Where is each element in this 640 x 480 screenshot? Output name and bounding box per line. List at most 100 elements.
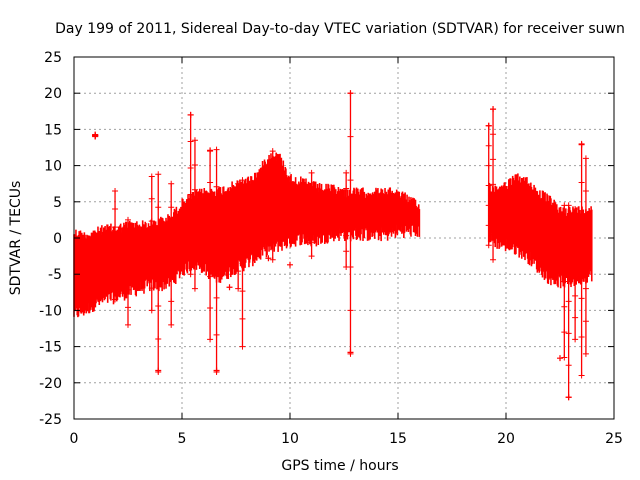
data-marker <box>148 307 155 314</box>
x-tick-label: 20 <box>497 431 515 447</box>
data-marker <box>239 204 246 211</box>
data-marker <box>213 331 220 338</box>
y-tick-label: 0 <box>53 231 62 247</box>
data-marker <box>578 179 585 186</box>
data-marker <box>343 201 350 208</box>
y-tick-label: -10 <box>39 303 62 319</box>
y-tick-label: 25 <box>44 50 62 66</box>
data-marker <box>485 162 492 169</box>
data-marker <box>578 141 585 148</box>
data-marker <box>343 232 350 239</box>
data-marker <box>148 262 155 269</box>
data-marker <box>207 273 214 280</box>
data-marker <box>125 286 131 293</box>
data-marker <box>578 256 585 263</box>
data-marker <box>155 303 162 310</box>
ticks: 0 5 10 15 20 25 -25 -20 -15 -10 -5 0 5 10 15 20 25 <box>39 50 623 447</box>
data-marker <box>485 222 492 229</box>
data-marker <box>269 220 276 227</box>
data-marker <box>561 329 568 336</box>
data-marker <box>565 362 572 369</box>
data-marker <box>490 256 497 263</box>
data-marker <box>239 343 246 350</box>
data-marker <box>148 195 155 202</box>
data-marker <box>148 285 155 292</box>
data-marker <box>578 295 585 302</box>
data-marker <box>347 307 354 314</box>
data-marker <box>235 198 242 205</box>
data-marker <box>490 181 497 188</box>
chart-title: Day 199 of 2011, Sidereal Day-to-day VTE… <box>55 21 625 37</box>
data-marker <box>207 147 214 154</box>
data-marker <box>485 242 492 249</box>
data-marker <box>239 260 246 267</box>
data-marker <box>347 263 354 270</box>
data-marker <box>582 187 589 194</box>
data-marker <box>269 148 276 155</box>
data-marker <box>239 288 246 295</box>
data-marker <box>155 335 162 342</box>
data-marker <box>269 202 276 209</box>
data-marker <box>235 180 242 187</box>
data-marker <box>191 236 198 243</box>
x-tick-label: 0 <box>70 431 79 447</box>
data-marker <box>213 367 220 374</box>
y-tick-label: -20 <box>39 376 62 392</box>
data-marker <box>148 218 155 225</box>
y-axis-label: SDTVAR / TECUs <box>8 181 24 296</box>
data-marker <box>207 336 214 343</box>
data-marker <box>92 132 99 139</box>
data-marker <box>213 257 220 264</box>
x-tick-label: 10 <box>281 431 299 447</box>
data-marker <box>125 321 131 328</box>
data-marker <box>112 296 119 303</box>
data-marker <box>561 354 568 361</box>
data-marker <box>565 394 572 401</box>
data-marker <box>572 227 579 234</box>
data-marker <box>207 179 214 186</box>
data-marker <box>239 315 246 322</box>
data-marker <box>490 131 497 138</box>
x-tick-label: 15 <box>389 431 407 447</box>
y-tick-label: 15 <box>44 122 62 138</box>
data-marker <box>187 244 194 251</box>
data-marker <box>235 250 242 257</box>
data-marker <box>347 90 354 97</box>
data-marker <box>125 234 131 241</box>
data-marker <box>112 278 119 285</box>
data-marker <box>308 239 315 246</box>
data-marker <box>485 182 492 189</box>
y-tick-label: 5 <box>53 195 62 211</box>
data-marker <box>565 266 572 273</box>
data-marker <box>112 224 119 231</box>
data-marker <box>187 165 194 172</box>
data-marker <box>125 304 131 311</box>
data-marker <box>343 248 350 255</box>
data-marker <box>155 204 162 211</box>
y-tick-label: -25 <box>39 412 62 428</box>
data-marker <box>112 242 119 249</box>
data-marker <box>265 255 272 262</box>
data-marker <box>239 177 246 184</box>
data-marker <box>235 285 242 292</box>
data-marker <box>572 206 579 213</box>
data-marker <box>269 166 276 173</box>
data-marker <box>578 372 585 379</box>
data-marker <box>565 202 572 209</box>
data-marker <box>582 350 589 357</box>
data-marker <box>213 294 220 301</box>
data-marker <box>125 251 131 258</box>
data-marker <box>561 278 568 285</box>
data-marker <box>168 251 175 258</box>
data-marker <box>557 355 563 362</box>
data-marker <box>191 285 198 292</box>
data-marker <box>191 161 198 168</box>
data-marker <box>168 298 175 305</box>
data-marker <box>490 156 497 163</box>
data-marker <box>187 191 194 198</box>
data-marker <box>187 111 194 118</box>
data-marker <box>582 253 589 260</box>
x-axis-label: GPS time / hours <box>281 458 398 474</box>
data-marker <box>572 314 579 321</box>
data-marker <box>561 227 568 234</box>
